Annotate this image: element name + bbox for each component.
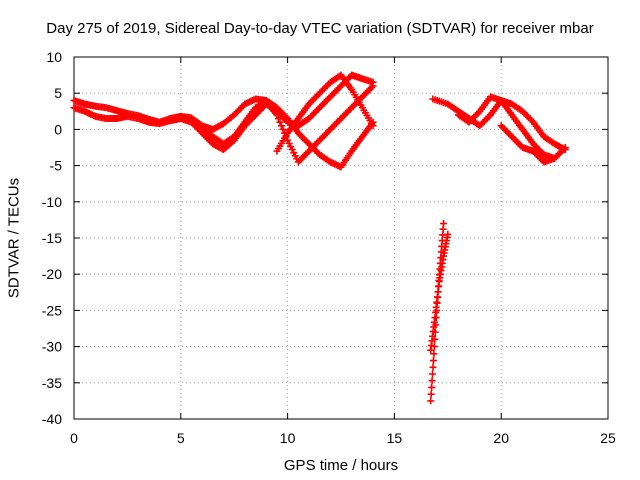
data-point — [273, 111, 281, 119]
y-tick-label: 5 — [54, 85, 62, 101]
y-tick-label: -35 — [42, 375, 62, 391]
x-axis-label: GPS time / hours — [283, 457, 399, 474]
y-tick-label: -40 — [42, 411, 62, 427]
data-point — [428, 383, 436, 391]
x-tick-label: 0 — [70, 430, 78, 446]
y-tick-label: -15 — [42, 230, 62, 246]
y-tick-label: 10 — [46, 49, 62, 65]
y-tick-label: -20 — [42, 266, 62, 282]
data-point — [276, 118, 284, 126]
y-tick-label: -10 — [42, 194, 62, 210]
x-tick-label: 10 — [280, 430, 296, 446]
y-tick-label: -25 — [42, 302, 62, 318]
data-point — [440, 220, 448, 228]
data-point — [444, 230, 452, 238]
data-point — [369, 82, 377, 90]
y-axis-label: SDTVAR / TECUs — [5, 177, 23, 299]
data-point — [430, 350, 438, 358]
data-point — [429, 363, 437, 371]
data-point — [428, 377, 436, 385]
data-point — [551, 154, 559, 162]
data-point — [429, 357, 437, 365]
x-tick-label: 20 — [493, 430, 509, 446]
x-tick-label: 5 — [177, 430, 185, 446]
y-tick-label: 0 — [54, 121, 62, 137]
data-point — [369, 122, 377, 130]
x-tick-label: 15 — [387, 430, 403, 446]
axis-ticks: 0 5 10 15 20 25 10 5 0 -5 -10 -15 -20 -25 -30 -35 -40 — [42, 49, 616, 446]
data-point — [427, 390, 435, 398]
data-point — [279, 125, 287, 133]
x-tick-label: 25 — [600, 430, 616, 446]
data-point — [427, 397, 435, 405]
data-point — [277, 122, 285, 130]
data-points — [70, 71, 569, 405]
chart-title: Day 275 of 2019, Sidereal Day-to-day VTE… — [46, 20, 594, 37]
data-point — [561, 144, 569, 151]
data-point — [274, 115, 282, 123]
y-tick-label: -30 — [42, 339, 62, 355]
y-tick-label: -5 — [50, 158, 63, 174]
grid — [74, 57, 608, 419]
data-point — [429, 370, 437, 378]
